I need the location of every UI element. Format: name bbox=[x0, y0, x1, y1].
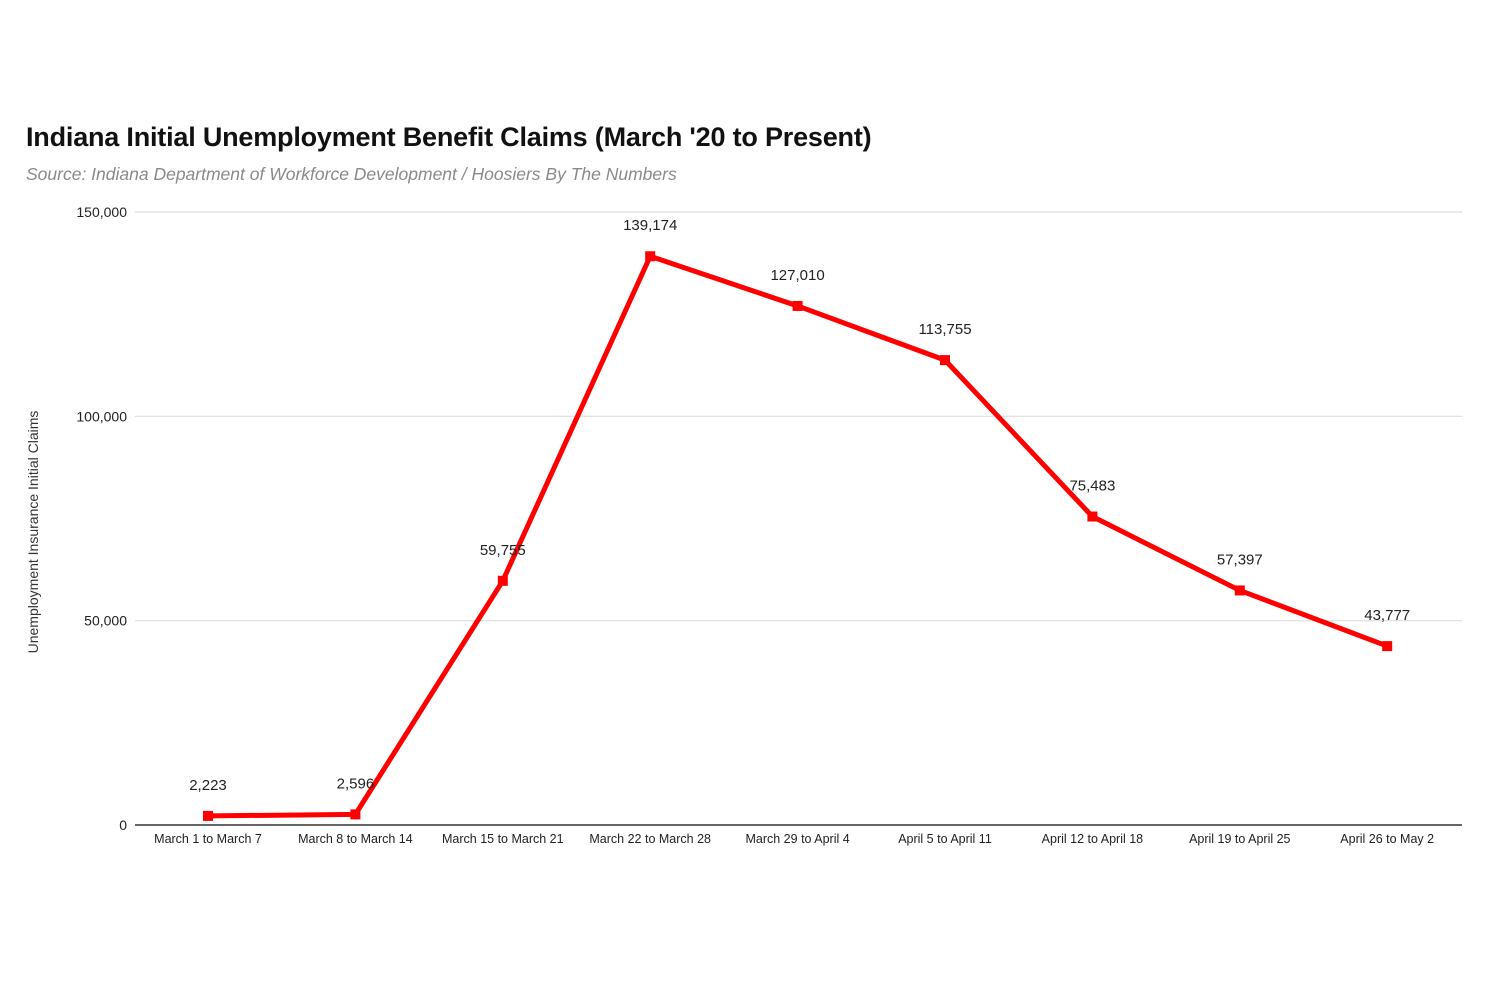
gridlines bbox=[135, 211, 1462, 622]
x-tick-label: April 26 to May 2 bbox=[1340, 832, 1434, 846]
data-label: 113,755 bbox=[918, 321, 971, 338]
x-tick-label: March 29 to April 4 bbox=[745, 832, 849, 846]
data-label: 43,777 bbox=[1364, 607, 1410, 624]
data-label: 139,174 bbox=[623, 217, 677, 234]
data-point bbox=[350, 809, 361, 820]
data-point bbox=[645, 251, 656, 262]
data-label: 59,755 bbox=[480, 542, 526, 559]
y-tick-label: 100,000 bbox=[76, 408, 127, 424]
data-point bbox=[1234, 585, 1245, 596]
data-label: 57,397 bbox=[1217, 551, 1263, 568]
x-tick-label: March 15 to March 21 bbox=[442, 832, 564, 846]
x-tick-label: April 12 to April 18 bbox=[1042, 832, 1143, 846]
data-point bbox=[497, 575, 508, 586]
data-label: 75,483 bbox=[1069, 478, 1115, 495]
chart-subtitle: Source: Indiana Department of Workforce … bbox=[26, 164, 677, 184]
x-tick-label: March 8 to March 14 bbox=[298, 832, 413, 846]
data-point bbox=[1382, 641, 1393, 652]
x-tick-label: March 22 to March 28 bbox=[589, 832, 711, 846]
data-point bbox=[940, 355, 950, 366]
series-layer bbox=[203, 251, 1393, 821]
data-label: 2,223 bbox=[189, 777, 227, 794]
x-tick-label: April 5 to April 11 bbox=[898, 832, 992, 846]
data-point bbox=[792, 300, 803, 311]
x-tick-label: April 19 to April 25 bbox=[1189, 832, 1290, 846]
y-tick-label: 150,000 bbox=[76, 204, 127, 220]
x-tick-label: March 1 to March 7 bbox=[154, 832, 262, 846]
y-axis-ticks: 0 50,000 100,000 150,000 bbox=[76, 204, 127, 833]
y-axis-title: Unemployment Insurance Initial Claims bbox=[25, 411, 41, 654]
data-point bbox=[1087, 511, 1098, 522]
y-tick-label: 50,000 bbox=[84, 613, 127, 629]
data-label: 2,596 bbox=[337, 775, 375, 792]
x-axis-categories: March 1 to March 7 March 8 to March 14 Mar… bbox=[154, 832, 1434, 846]
chart-title: Indiana Initial Unemployment Benefit Cla… bbox=[26, 122, 872, 152]
data-labels: 2,223 2,596 59,755 139,174 127,010 113,755 75,… bbox=[189, 217, 1410, 794]
series-line bbox=[205, 253, 1390, 819]
y-tick-label: 0 bbox=[119, 817, 127, 833]
data-label: 127,010 bbox=[770, 267, 824, 284]
data-point bbox=[203, 810, 213, 821]
